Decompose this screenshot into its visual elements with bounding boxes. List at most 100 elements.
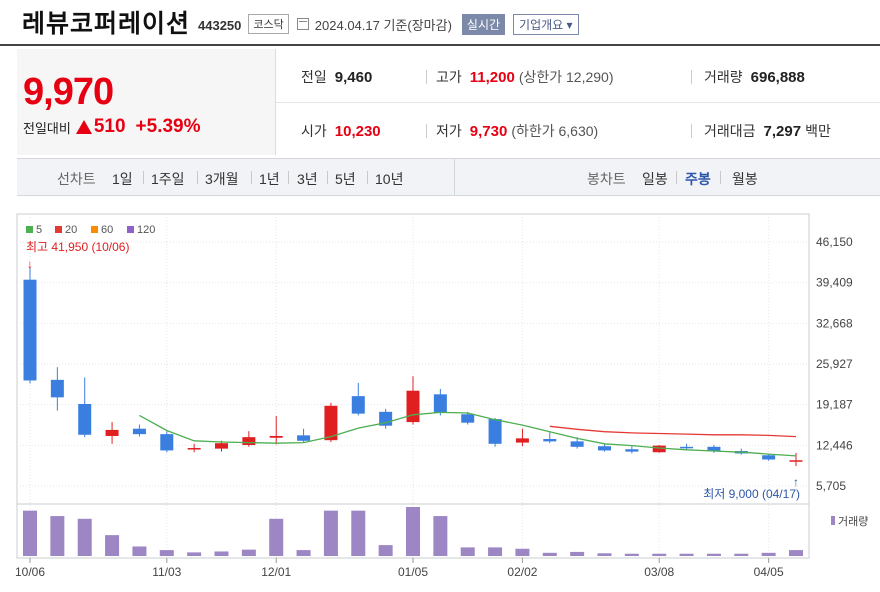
divider bbox=[251, 171, 252, 184]
period-10y[interactable]: 10년 bbox=[375, 171, 404, 187]
stats-divider bbox=[276, 102, 880, 103]
company-info-dropdown[interactable]: 기업개요 ▾ bbox=[513, 13, 579, 35]
period-3m[interactable]: 3개월 bbox=[205, 171, 239, 187]
candle-body bbox=[652, 445, 666, 453]
volume-bar bbox=[624, 553, 639, 556]
period-1d[interactable]: 1일 bbox=[112, 171, 133, 187]
volume-bar bbox=[159, 550, 174, 556]
stat-high-value: 11,200 bbox=[469, 69, 515, 86]
divider bbox=[367, 171, 368, 184]
volume-bar bbox=[597, 553, 612, 556]
volume-bar bbox=[706, 553, 721, 556]
period-3y[interactable]: 3년 bbox=[297, 171, 318, 187]
divider bbox=[676, 171, 677, 184]
realtime-button[interactable]: 실시간 bbox=[461, 13, 506, 35]
volume-bar bbox=[105, 535, 120, 556]
divider bbox=[197, 171, 198, 184]
legend-swatch bbox=[91, 226, 98, 233]
legend-swatch bbox=[55, 226, 62, 233]
price-tick-label: 46,150 bbox=[816, 235, 853, 249]
stat-open-label: 시가 bbox=[301, 123, 327, 139]
stat-amount: 거래대금 7,297 백만 bbox=[704, 121, 831, 141]
min-annotation: 최저 9,000 (04/17) bbox=[703, 487, 800, 501]
divider bbox=[327, 171, 328, 184]
stat-open-value: 10,230 bbox=[334, 123, 381, 140]
period-1w[interactable]: 1주일 bbox=[151, 171, 185, 187]
volume-bar bbox=[132, 546, 147, 556]
candle-chart-label: 봉차트 bbox=[587, 171, 626, 187]
volume-bar bbox=[296, 550, 311, 556]
volume-bar bbox=[488, 547, 503, 556]
volume-legend-label: 거래량 bbox=[838, 515, 868, 528]
candle-body bbox=[242, 437, 256, 446]
candle-body bbox=[50, 379, 64, 398]
stat-amount-value: 7,297 bbox=[763, 123, 802, 140]
stock-name: 레뷰코퍼레이션 bbox=[22, 10, 191, 38]
volume-bar bbox=[679, 553, 694, 556]
candle-body bbox=[789, 460, 803, 462]
period-5y[interactable]: 5년 bbox=[335, 171, 356, 187]
legend-label: 60 bbox=[101, 224, 113, 236]
up-triangle-icon bbox=[75, 120, 92, 134]
chart-toolbar: 선차트 1일 1주일 3개월 1년 3년 5년 10년 봉차트 일봉 주봉 월봉 bbox=[17, 158, 880, 196]
min-arrow-icon: ↑ bbox=[793, 475, 799, 489]
volume-bar bbox=[23, 510, 37, 556]
legend-label: 120 bbox=[137, 224, 155, 236]
date-tick-label: 02/02 bbox=[507, 565, 537, 579]
stat-open: 시가 10,230 bbox=[301, 121, 381, 141]
toolbar-divider bbox=[454, 159, 455, 196]
divider bbox=[288, 171, 289, 184]
candle-body bbox=[598, 446, 611, 451]
candle-daily[interactable]: 일봉 bbox=[642, 171, 668, 187]
volume-bar bbox=[269, 518, 284, 556]
ma20-line bbox=[549, 425, 797, 438]
price-tick-label: 32,668 bbox=[816, 316, 853, 330]
candle-body bbox=[762, 455, 776, 460]
max-arrow-icon: ↓ bbox=[27, 257, 33, 271]
volume-bar bbox=[542, 552, 557, 556]
stat-prev-value: 9,460 bbox=[334, 69, 373, 86]
volume-bar bbox=[378, 545, 393, 556]
volume-bar bbox=[734, 553, 749, 556]
volume-bar bbox=[406, 507, 420, 556]
ma5-line bbox=[139, 411, 797, 457]
stat-low-value: 9,730 bbox=[469, 123, 508, 140]
volume-bar bbox=[460, 547, 475, 556]
price-tick-label: 39,409 bbox=[816, 276, 853, 290]
max-annotation: 최고 41,950 (10/06) bbox=[26, 240, 129, 254]
candle-body bbox=[488, 419, 502, 444]
period-1y[interactable]: 1년 bbox=[259, 171, 280, 187]
date-tick-label: 04/05 bbox=[754, 565, 784, 579]
stat-volume-label: 거래량 bbox=[704, 69, 743, 85]
calendar-icon bbox=[296, 18, 309, 30]
volume-bar bbox=[187, 552, 202, 556]
line-chart-label: 선차트 bbox=[57, 171, 96, 187]
candle-body bbox=[160, 434, 174, 451]
candle-monthly[interactable]: 월봉 bbox=[732, 171, 758, 187]
stock-code: 443250 bbox=[198, 17, 242, 33]
stat-low: 저가 9,730 (하한가 6,630) bbox=[436, 121, 598, 141]
current-price: 9,970 bbox=[23, 71, 114, 113]
candle-body bbox=[269, 435, 283, 438]
change-percent: +5.39% bbox=[135, 116, 201, 137]
candle-body bbox=[433, 394, 447, 413]
date-tick-label: 12/01 bbox=[261, 565, 291, 579]
candle-body bbox=[543, 438, 557, 442]
volume-bar bbox=[515, 548, 530, 556]
lower-limit: (하한가 6,630) bbox=[511, 123, 599, 139]
price-tick-label: 12,446 bbox=[816, 438, 853, 452]
divider bbox=[426, 124, 427, 138]
candle-body bbox=[625, 449, 639, 452]
base-date: 2024.04.17 기준(장마감) bbox=[314, 17, 452, 33]
volume-legend-swatch bbox=[831, 516, 835, 525]
candle-weekly[interactable]: 주봉 bbox=[685, 171, 711, 187]
price-summary: 9,970 전일대비 510 +5.39% bbox=[17, 49, 276, 155]
volume-bar bbox=[761, 552, 776, 556]
candle-body bbox=[105, 429, 119, 436]
volume-bar bbox=[789, 550, 803, 556]
legend-swatch bbox=[26, 226, 33, 233]
stat-high-label: 고가 bbox=[436, 69, 462, 85]
stats-table: 전일 9,460 고가 11,200 (상한가 12,290) 거래량 696,888 … bbox=[276, 49, 880, 155]
stat-prev: 전일 9,460 bbox=[301, 67, 372, 87]
candle-body bbox=[187, 448, 201, 450]
